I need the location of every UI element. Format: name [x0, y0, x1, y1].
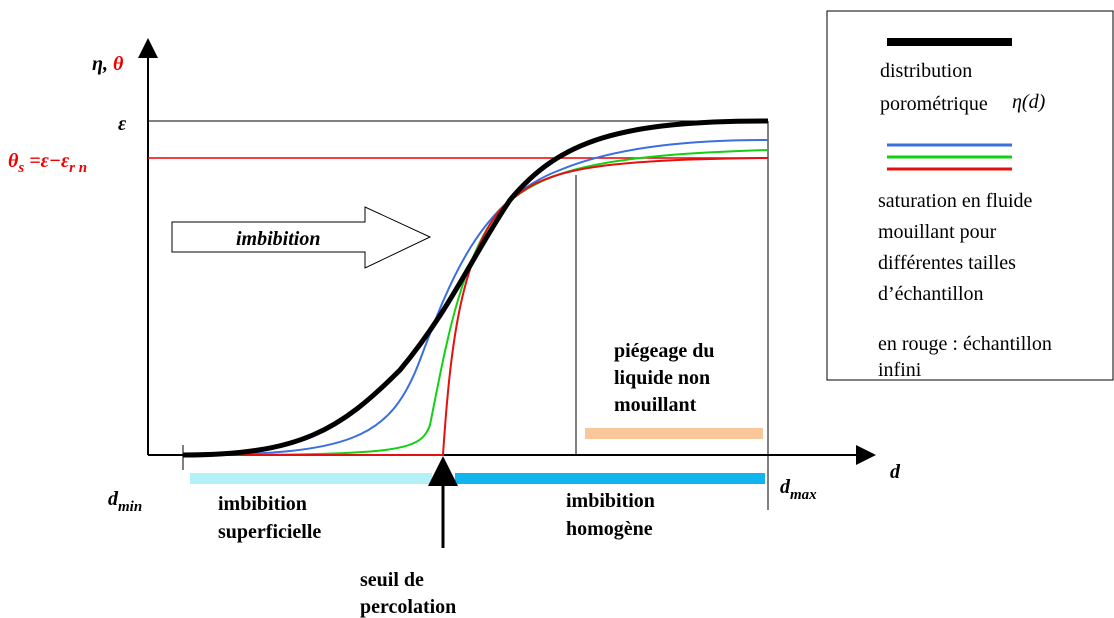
zone-bar [455, 473, 765, 484]
legend-box [826, 10, 1114, 381]
threshold-label: percolation [360, 596, 456, 618]
t: min [118, 499, 142, 515]
threshold-label: seuil de [360, 569, 424, 591]
d-min: dmin [108, 488, 142, 515]
arrow-label: imbibition [236, 228, 320, 250]
legend-text: porométrique [880, 93, 988, 115]
zone-bar [190, 473, 432, 484]
zone-bar [585, 428, 763, 439]
zone-label: imbibition [566, 490, 655, 512]
legend-text: η(d) [1012, 91, 1046, 113]
y-label: η, θ [92, 53, 124, 75]
legend: distribution porométrique η(d) saturatio… [826, 10, 1114, 381]
curves [182, 118, 769, 458]
x-label: d [890, 461, 901, 483]
t: θ [8, 150, 19, 172]
trap-text: piégeage du [614, 340, 715, 362]
legend-text: distribution [880, 60, 972, 82]
t: =ε−ε [24, 150, 70, 172]
legend-text: mouillant pour [878, 221, 997, 243]
trap-text: liquide non [614, 367, 710, 389]
t: d [108, 488, 119, 510]
y-label-eta: η, [92, 53, 108, 75]
arrow-shape [171, 206, 432, 269]
t: r n [69, 160, 87, 176]
t: s [17, 160, 24, 176]
zone-label: imbibition [218, 493, 307, 515]
t: max [790, 487, 817, 503]
y-label-theta: θ [113, 53, 124, 75]
trap-text: mouillant [614, 394, 697, 416]
legend-text: en rouge : échantillon [878, 333, 1052, 355]
legend-text: infini [878, 359, 922, 381]
t: d [780, 476, 791, 498]
zone-label: homogène [566, 518, 653, 540]
theta-s: θs =ε−εr n [8, 150, 87, 176]
guides [148, 120, 769, 510]
epsilon: ε [118, 113, 127, 135]
legend-text: différentes tailles [878, 252, 1016, 274]
zone-label: superficielle [218, 521, 321, 543]
legend-text: d’échantillon [878, 283, 984, 305]
d-max: dmax [780, 476, 817, 503]
legend-text: saturation en fluide [878, 190, 1033, 212]
